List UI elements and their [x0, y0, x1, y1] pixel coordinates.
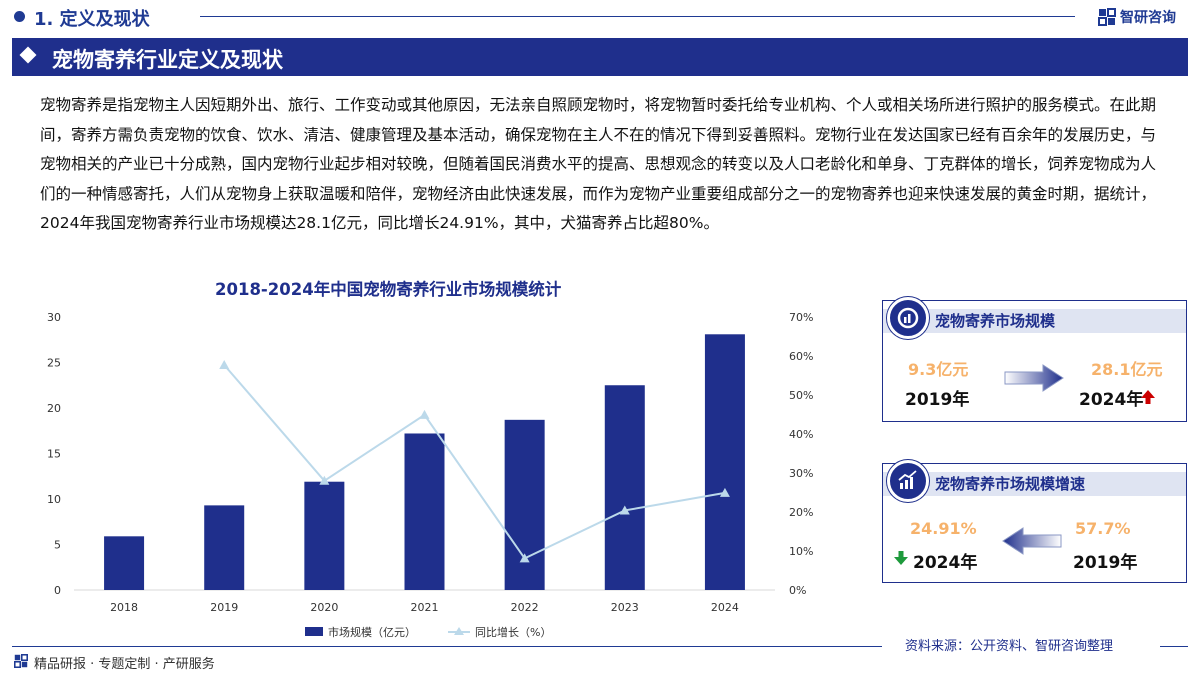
footer-divider-right [1160, 646, 1188, 647]
y-right-tick-label: 70% [789, 311, 813, 324]
growth-point [719, 487, 730, 497]
legend-line-label: 同比增长（%） [475, 625, 551, 639]
market-size-chart: 0 5 10 15 20 25 30 0% 10% 20% 30% 40% 50% 60% 70% 2018 2… [47, 311, 813, 639]
growth-point [419, 409, 430, 419]
brand-mark-icon [1098, 8, 1116, 26]
growth-point [519, 553, 530, 563]
bar [604, 385, 645, 590]
footer-divider [12, 646, 882, 647]
red-up-arrow-icon [1141, 390, 1155, 404]
y-right-tick-label: 60% [789, 350, 813, 363]
card-right-year: 2024年 [1079, 390, 1144, 410]
source-note: 资料来源：公开资料、智研咨询整理 [905, 639, 1114, 654]
section-title: 1. 定义及现状 [34, 9, 150, 30]
card-header-bg [883, 472, 1186, 496]
market-size-card: 宠物寄养市场规模 9.3亿元 2019年 28.1亿元 2024年 [882, 297, 1187, 422]
card-left-year: 2024年 [913, 553, 978, 573]
bar [104, 536, 145, 590]
y-left-tick-label: 30 [47, 311, 61, 324]
y-right-tick-label: 50% [789, 389, 813, 402]
growth-point [619, 505, 630, 515]
y-left-tick-label: 25 [47, 357, 61, 370]
card-right-value: 57.7% [1075, 519, 1131, 538]
card-left-value: 9.3亿元 [908, 360, 969, 379]
bar [204, 505, 245, 590]
card-header: 宠物寄养市场规模 [883, 297, 1186, 339]
x-tick-label: 2018 [110, 601, 138, 614]
x-tick-label: 2023 [611, 601, 639, 614]
header-divider [200, 16, 1075, 17]
card-right-year: 2019年 [1073, 553, 1138, 573]
chart-title: 2018-2024年中国宠物寄养行业市场规模统计 [215, 280, 562, 299]
y-right-tick-label: 0% [789, 584, 806, 597]
bar [404, 433, 445, 590]
x-tick-label: 2019 [210, 601, 238, 614]
footer: 精品研报 · 专题定制 · 产研服务 [14, 653, 215, 672]
y-left-tick-label: 5 [54, 539, 61, 552]
x-tick-label: 2021 [411, 601, 439, 614]
top-header: 1. 定义及现状 智研咨询 [0, 0, 1200, 34]
y-right-tick-label: 40% [789, 428, 813, 441]
legend-line-marker [454, 627, 464, 635]
chart-growth-icon [887, 297, 929, 339]
card-header: 宠物寄养市场规模增速 [883, 460, 1186, 502]
footer-text: 精品研报 · 专题定制 · 产研服务 [34, 657, 215, 672]
title-band [12, 38, 1188, 76]
brand-logo: 智研咨询 [1098, 7, 1176, 27]
bar [504, 419, 545, 590]
y-right-tick-label: 20% [789, 506, 813, 519]
y-left-tick-label: 15 [47, 448, 61, 461]
y-left-tick-label: 10 [47, 493, 61, 506]
bullet-dot-icon [14, 11, 25, 22]
y-left-tick-label: 20 [47, 402, 61, 415]
brand-name: 智研咨询 [1120, 10, 1176, 26]
card-right-value: 28.1亿元 [1091, 360, 1163, 379]
bar [304, 481, 345, 590]
x-tick-label: 2022 [511, 601, 539, 614]
left-arrow-icon [1002, 527, 1062, 555]
page-title: 宠物寄养行业定义及现状 [52, 48, 283, 72]
right-arrow-icon [1004, 364, 1064, 392]
green-down-arrow-icon [894, 551, 908, 565]
growth-rate-card: 宠物寄养市场规模增速 24.91% 2024年 57.7% 2019年 [882, 460, 1187, 583]
intro-paragraph: 宠物寄养是指宠物主人因短期外出、旅行、工作变动或其他原因，无法亲自照顾宠物时，将… [40, 96, 1157, 232]
card-header-bg [883, 309, 1186, 333]
footer-logo-icon [14, 654, 28, 668]
bar [704, 334, 745, 590]
card-left-value: 24.91% [910, 519, 977, 538]
growth-point [319, 475, 330, 485]
legend-bar-swatch [305, 627, 323, 636]
y-left-tick-label: 0 [54, 584, 61, 597]
card-left-year: 2019年 [905, 390, 970, 410]
growth-point [219, 359, 230, 369]
card-title: 宠物寄养市场规模 [935, 312, 1056, 330]
x-tick-label: 2024 [711, 601, 739, 614]
x-tick-label: 2020 [310, 601, 338, 614]
card-title: 宠物寄养市场规模增速 [935, 475, 1086, 493]
y-right-tick-label: 30% [789, 467, 813, 480]
y-right-tick-label: 10% [789, 545, 813, 558]
bar-growth-icon [887, 460, 929, 502]
growth-line [223, 364, 726, 560]
legend-bar-label: 市场规模（亿元） [328, 625, 416, 639]
